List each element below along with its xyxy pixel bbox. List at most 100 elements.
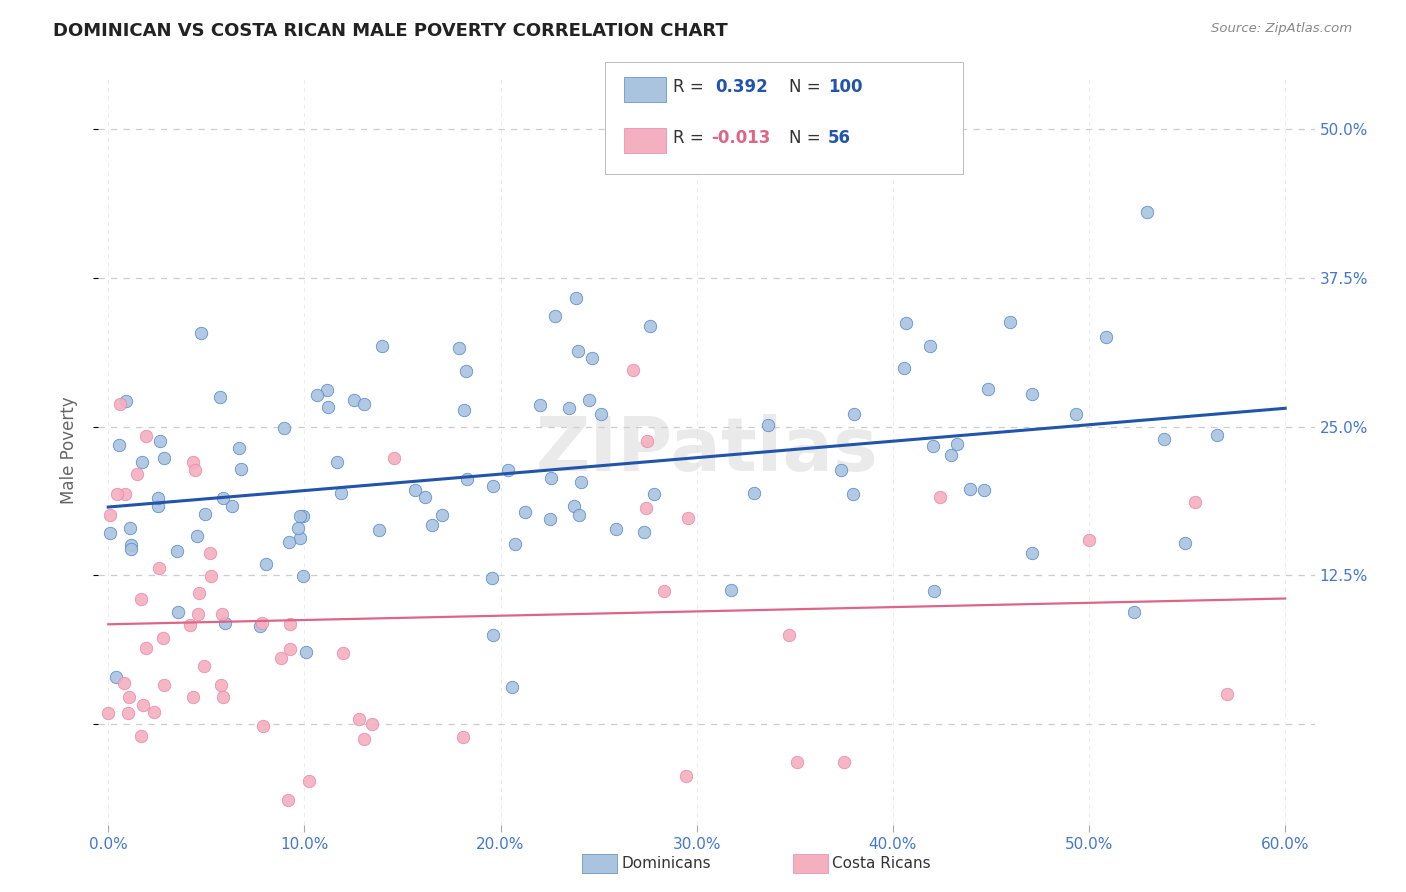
Point xyxy=(231,462,253,476)
Point xyxy=(129,729,152,743)
Point xyxy=(939,448,962,462)
Point xyxy=(678,511,700,525)
Point xyxy=(98,508,121,523)
Point xyxy=(367,523,389,537)
Point xyxy=(404,483,426,497)
Point xyxy=(104,669,127,683)
Point xyxy=(146,491,169,506)
Point xyxy=(108,438,131,452)
Point xyxy=(481,628,503,642)
Point xyxy=(143,706,166,720)
Text: Source: ZipAtlas.com: Source: ZipAtlas.com xyxy=(1212,22,1353,36)
Point xyxy=(1184,494,1206,508)
Point xyxy=(167,605,190,619)
Point xyxy=(643,487,665,501)
Point xyxy=(636,434,658,449)
Point xyxy=(893,361,915,376)
Point xyxy=(148,561,170,575)
Point xyxy=(270,651,292,665)
Point xyxy=(105,486,128,500)
Point xyxy=(420,517,443,532)
Point xyxy=(252,719,274,733)
Point xyxy=(129,592,152,607)
Point xyxy=(720,583,742,598)
Point xyxy=(568,508,591,523)
Point xyxy=(413,490,436,504)
Text: DOMINICAN VS COSTA RICAN MALE POVERTY CORRELATION CHART: DOMINICAN VS COSTA RICAN MALE POVERTY CO… xyxy=(53,22,728,40)
Point xyxy=(929,490,952,504)
Point xyxy=(1095,330,1118,344)
Point xyxy=(1216,687,1239,701)
Point xyxy=(652,584,675,599)
Point xyxy=(131,455,153,469)
Point xyxy=(581,351,603,365)
Point xyxy=(1206,428,1229,442)
Point xyxy=(830,463,852,477)
Text: R =: R = xyxy=(673,129,704,147)
Point xyxy=(959,482,981,496)
Point xyxy=(190,326,212,341)
Point xyxy=(456,472,478,486)
Point xyxy=(135,640,157,655)
Point xyxy=(326,455,349,469)
Point xyxy=(295,645,318,659)
Point xyxy=(278,642,301,657)
Point xyxy=(786,755,808,769)
Point xyxy=(430,508,453,522)
Point xyxy=(194,507,217,521)
Point xyxy=(544,309,567,323)
Point xyxy=(481,570,503,584)
Point xyxy=(482,479,505,493)
Point xyxy=(529,398,551,412)
Point xyxy=(120,542,142,557)
Point xyxy=(562,499,585,513)
Point xyxy=(114,487,136,501)
Point xyxy=(112,676,135,690)
Point xyxy=(1122,605,1144,619)
Text: Costa Ricans: Costa Ricans xyxy=(832,856,931,871)
Point xyxy=(249,619,271,633)
Point xyxy=(221,499,243,513)
Point xyxy=(998,315,1021,329)
Point xyxy=(153,678,176,692)
Point xyxy=(212,690,235,704)
Text: ZIPatlas: ZIPatlas xyxy=(536,414,877,487)
Point xyxy=(894,316,917,330)
Point xyxy=(135,428,157,442)
Point xyxy=(256,557,278,571)
Point xyxy=(152,450,174,465)
Point xyxy=(118,690,141,704)
Text: N =: N = xyxy=(789,78,820,95)
Point xyxy=(181,455,204,469)
Point xyxy=(179,617,201,632)
Point xyxy=(1021,546,1043,560)
Point xyxy=(558,401,581,415)
Point xyxy=(834,755,856,769)
Point xyxy=(498,463,520,477)
Point xyxy=(316,400,339,414)
Point xyxy=(503,536,526,550)
Point xyxy=(758,418,780,433)
Point xyxy=(297,773,319,788)
Point xyxy=(343,392,366,407)
Point xyxy=(187,586,209,600)
Text: -0.013: -0.013 xyxy=(711,129,770,147)
Point xyxy=(347,712,370,726)
Point xyxy=(621,363,644,377)
Point xyxy=(564,291,586,305)
Point xyxy=(152,631,174,645)
Text: R =: R = xyxy=(673,78,704,95)
Text: 56: 56 xyxy=(828,129,851,147)
Point xyxy=(273,421,295,435)
Point xyxy=(305,388,328,402)
Point xyxy=(540,471,562,485)
Point xyxy=(567,343,589,358)
Point xyxy=(291,508,314,523)
Point xyxy=(353,731,375,746)
Point xyxy=(569,475,592,490)
Point xyxy=(633,525,655,540)
Point xyxy=(287,521,309,535)
Point xyxy=(513,505,536,519)
Point xyxy=(361,716,384,731)
Point xyxy=(1064,407,1087,421)
